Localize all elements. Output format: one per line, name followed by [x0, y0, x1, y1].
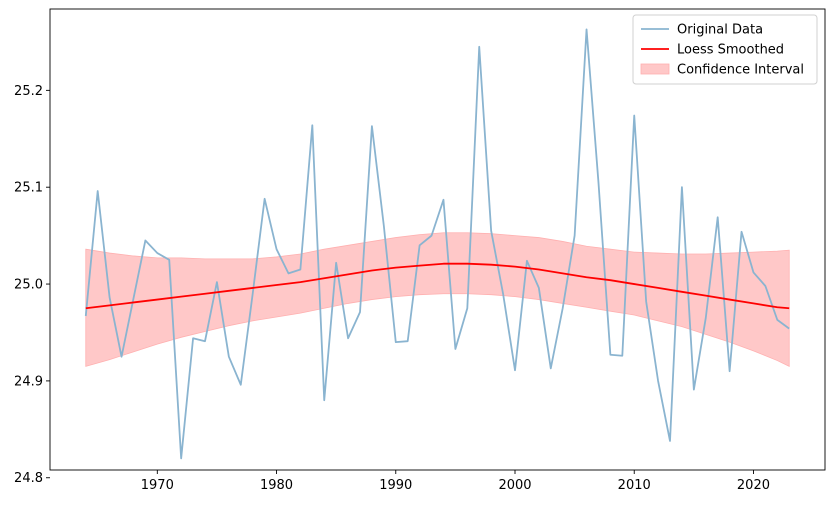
x-tick-label: 2010	[618, 478, 651, 493]
x-tick-label: 2020	[737, 478, 770, 493]
x-tick-label: 1970	[141, 478, 174, 493]
y-tick-label: 25.1	[14, 181, 43, 196]
ci-band-area	[85, 232, 790, 368]
y-tick-label: 25.0	[14, 278, 43, 293]
original-data-series	[84, 28, 790, 460]
loess-smoothed-line	[85, 262, 790, 310]
plot-frame	[49, 8, 826, 471]
legend-original-label: Original Data	[677, 23, 763, 38]
legend-box	[632, 14, 818, 85]
y-tick-label: 25.2	[14, 84, 43, 99]
legend: Original Data Loess Smoothed Confidence …	[632, 14, 818, 85]
y-tick-label: 24.9	[14, 374, 43, 389]
legend-ci-label: Confidence Interval	[677, 63, 804, 78]
original-data-line	[84, 28, 790, 460]
x-tick-label: 1990	[379, 478, 412, 493]
x-tick-label: 2000	[498, 478, 531, 493]
x-tick-label: 1980	[260, 478, 293, 493]
legend-smoothed-label: Loess Smoothed	[677, 43, 784, 58]
x-axis-ticks: 1970 1980 1990 2000 2010 2020	[141, 470, 770, 493]
loess-smoothed-series	[85, 262, 790, 310]
y-tick-label: 24.8	[14, 471, 43, 486]
y-axis-ticks: 24.8 24.9 25.0 25.1 25.2	[14, 84, 50, 486]
confidence-interval-band	[85, 232, 790, 368]
legend-ci-swatch	[640, 63, 670, 75]
